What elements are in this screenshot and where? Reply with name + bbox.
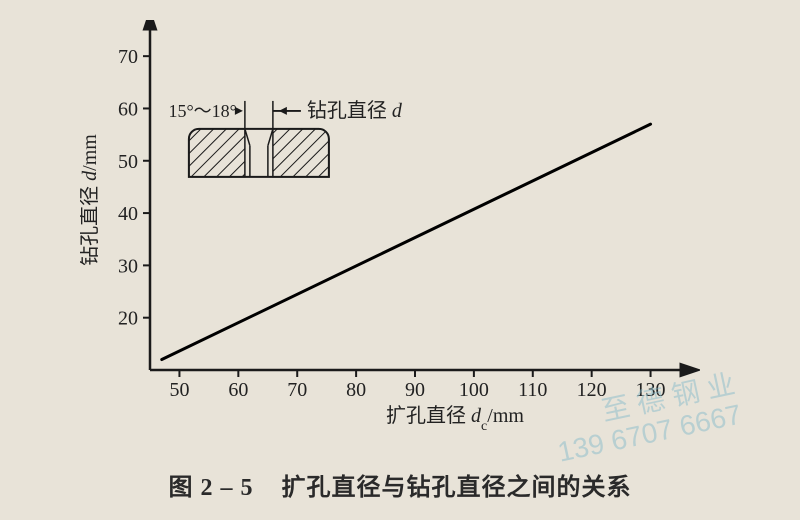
svg-text:50: 50 xyxy=(169,379,189,401)
svg-text:90: 90 xyxy=(405,379,425,401)
svg-text:60: 60 xyxy=(118,98,138,120)
svg-text:30: 30 xyxy=(118,255,138,277)
svg-text:60: 60 xyxy=(228,379,248,401)
svg-text:钻孔直径 d/mm: 钻孔直径 d/mm xyxy=(80,134,101,266)
svg-text:50: 50 xyxy=(118,151,138,173)
svg-text:40: 40 xyxy=(118,203,138,225)
svg-text:70: 70 xyxy=(287,379,307,401)
svg-text:110: 110 xyxy=(518,379,547,401)
chart-area: 50 60 70 80 90 100 110 120 130 20 30 40 50 60 70 扩孔直径 d… xyxy=(80,20,700,440)
svg-text:130: 130 xyxy=(636,379,666,401)
svg-text:20: 20 xyxy=(118,308,138,330)
svg-text:70: 70 xyxy=(118,46,138,68)
chart-svg: 50 60 70 80 90 100 110 120 130 20 30 40 50 60 70 扩孔直径 d… xyxy=(80,20,700,440)
svg-text:15°～18°: 15°～18° xyxy=(168,101,236,121)
svg-text:扩孔直径 dc/mm: 扩孔直径 dc/mm xyxy=(386,404,524,434)
figure-number: 图 2 – 5 xyxy=(169,475,254,501)
svg-text:120: 120 xyxy=(577,379,607,401)
svg-text:100: 100 xyxy=(459,379,489,401)
svg-text:80: 80 xyxy=(346,379,366,401)
figure-caption: 图 2 – 5 扩孔直径与钻孔直径之间的关系 xyxy=(0,467,800,502)
svg-text:钻孔直径 d: 钻孔直径 d xyxy=(307,99,403,122)
figure-title: 扩孔直径与钻孔直径之间的关系 xyxy=(282,475,632,501)
